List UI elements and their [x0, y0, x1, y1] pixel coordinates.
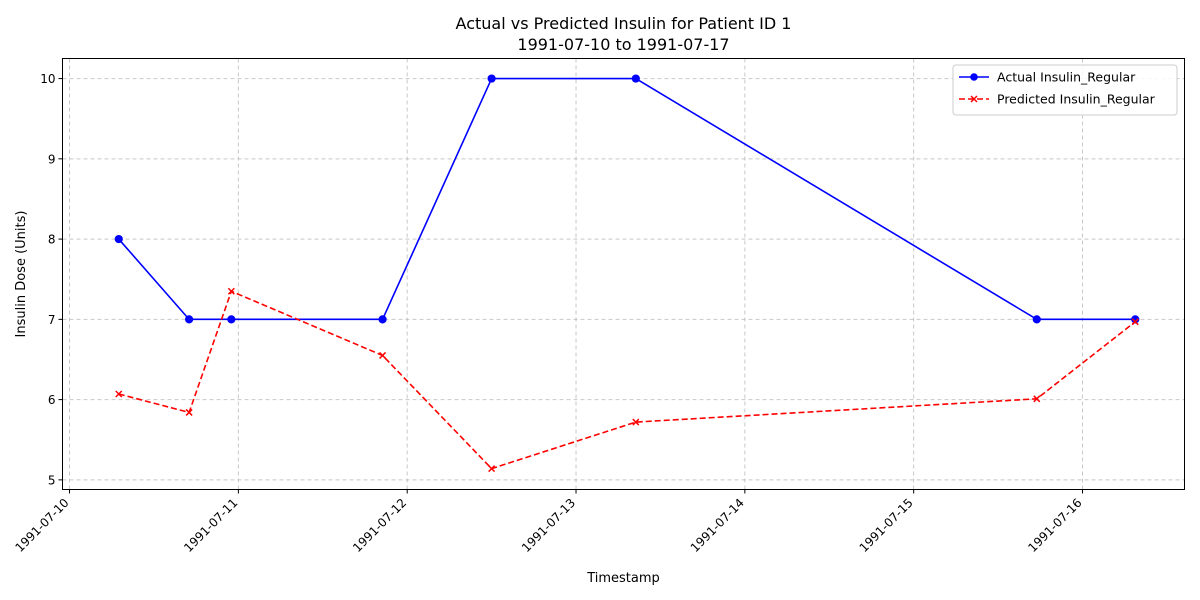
- y-tick-label: 10: [40, 72, 55, 86]
- data-point-actual: [631, 74, 640, 83]
- data-point-predicted: [379, 351, 387, 359]
- series-predicted: [115, 287, 1139, 473]
- legend-marker-actual: [970, 73, 978, 81]
- data-point-actual: [114, 234, 123, 244]
- data-point-actual: [185, 315, 194, 324]
- legend: Actual Insulin_Regular Predicted Insulin…: [952, 64, 1178, 116]
- y-tick-label: 8: [48, 233, 56, 247]
- legend-label-actual: Actual Insulin_Regular: [997, 70, 1136, 85]
- data-point-actual: [1032, 315, 1041, 324]
- chart-subtitle: 1991-07-10 to 1991-07-17: [517, 35, 729, 54]
- data-point-predicted: [1131, 318, 1139, 326]
- data-point-predicted: [632, 418, 640, 426]
- series-line-actual: [118, 77, 1136, 321]
- data-point-predicted: [227, 287, 235, 295]
- data-point-predicted: [1033, 395, 1041, 403]
- legend-marker-predicted: [970, 95, 978, 103]
- data-point-actual: [227, 315, 236, 324]
- data-point-predicted: [115, 390, 123, 398]
- plot-series: [114, 74, 1140, 473]
- data-point-predicted: [185, 408, 193, 416]
- y-tick-label: 7: [48, 313, 56, 327]
- series-actual: [114, 74, 1140, 324]
- y-tick-label: 9: [48, 152, 56, 166]
- series-line-predicted: [118, 290, 1136, 470]
- legend-label-predicted: Predicted Insulin_Regular: [997, 92, 1156, 107]
- y-tick-label: 6: [48, 393, 56, 407]
- x-axis-label: Timestamp: [586, 571, 660, 586]
- legend-box: [952, 64, 1178, 116]
- data-point-actual: [1131, 315, 1140, 324]
- data-point-predicted: [488, 465, 496, 473]
- data-point-actual: [378, 315, 387, 324]
- y-axis-label: Insulin Dose (Units): [14, 211, 29, 338]
- y-tick-label: 5: [48, 473, 56, 487]
- plot-frame: [62, 58, 1185, 490]
- chart-title: Actual vs Predicted Insulin for Patient …: [456, 14, 792, 33]
- data-point-actual: [487, 74, 496, 83]
